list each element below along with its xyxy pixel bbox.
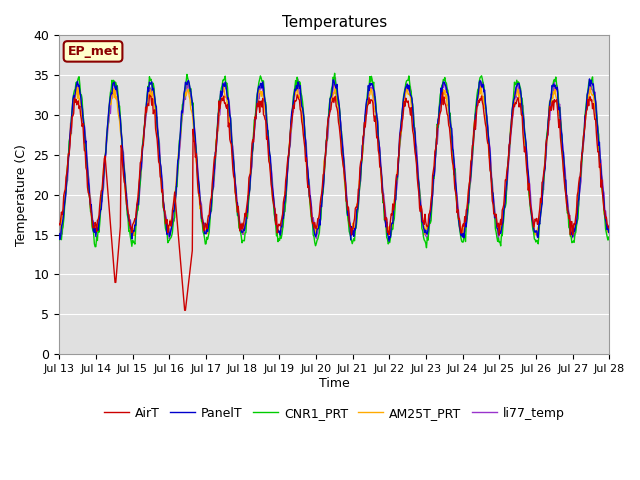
Legend: AirT, PanelT, CNR1_PRT, AM25T_PRT, li77_temp: AirT, PanelT, CNR1_PRT, AM25T_PRT, li77_… — [99, 402, 570, 425]
AirT — [207, 195, 215, 201]
li77_temp — [418, 212, 426, 217]
PanelT — [586, 76, 593, 82]
CNR1_PRT — [402, 81, 410, 86]
CNR1_PRT — [422, 245, 430, 251]
AM25T_PRT — [293, 81, 301, 86]
AM25T_PRT — [568, 234, 576, 240]
PanelT — [122, 188, 129, 193]
Y-axis label: Temperature (C): Temperature (C) — [15, 144, 28, 246]
CNR1_PRT — [207, 206, 214, 212]
PanelT — [178, 108, 186, 114]
AM25T_PRT — [402, 90, 410, 96]
AirT — [402, 96, 410, 101]
li77_temp — [605, 231, 613, 237]
CNR1_PRT — [55, 237, 63, 242]
li77_temp — [178, 120, 186, 126]
AirT — [418, 207, 426, 213]
Line: CNR1_PRT: CNR1_PRT — [59, 73, 609, 248]
AirT — [65, 151, 73, 157]
AM25T_PRT — [178, 117, 186, 122]
li77_temp — [65, 151, 73, 156]
PanelT — [55, 231, 63, 237]
AM25T_PRT — [122, 194, 129, 200]
AirT — [438, 90, 446, 96]
Line: AM25T_PRT: AM25T_PRT — [59, 84, 609, 237]
PanelT — [605, 229, 613, 235]
CNR1_PRT — [178, 116, 186, 121]
PanelT — [385, 239, 393, 244]
AM25T_PRT — [65, 144, 73, 150]
PanelT — [207, 209, 214, 215]
AM25T_PRT — [418, 209, 426, 215]
li77_temp — [495, 238, 502, 243]
Line: li77_temp: li77_temp — [59, 78, 609, 240]
li77_temp — [402, 87, 410, 93]
Title: Temperatures: Temperatures — [282, 15, 387, 30]
CNR1_PRT — [122, 185, 129, 191]
CNR1_PRT — [65, 138, 73, 144]
AirT — [55, 221, 63, 227]
PanelT — [65, 151, 73, 157]
AirT — [122, 191, 129, 197]
CNR1_PRT — [605, 237, 613, 243]
AM25T_PRT — [605, 229, 613, 235]
AM25T_PRT — [55, 232, 63, 238]
PanelT — [418, 219, 426, 225]
CNR1_PRT — [331, 71, 339, 76]
li77_temp — [122, 183, 129, 189]
li77_temp — [207, 209, 214, 215]
Text: EP_met: EP_met — [67, 45, 118, 58]
Line: AirT: AirT — [59, 93, 609, 310]
AirT — [605, 223, 613, 229]
li77_temp — [55, 237, 63, 243]
AM25T_PRT — [207, 208, 214, 214]
X-axis label: Time: Time — [319, 377, 349, 390]
AirT — [181, 307, 189, 313]
CNR1_PRT — [418, 226, 426, 231]
li77_temp — [332, 75, 339, 81]
Line: PanelT: PanelT — [59, 79, 609, 241]
AirT — [178, 271, 186, 277]
PanelT — [402, 84, 410, 90]
